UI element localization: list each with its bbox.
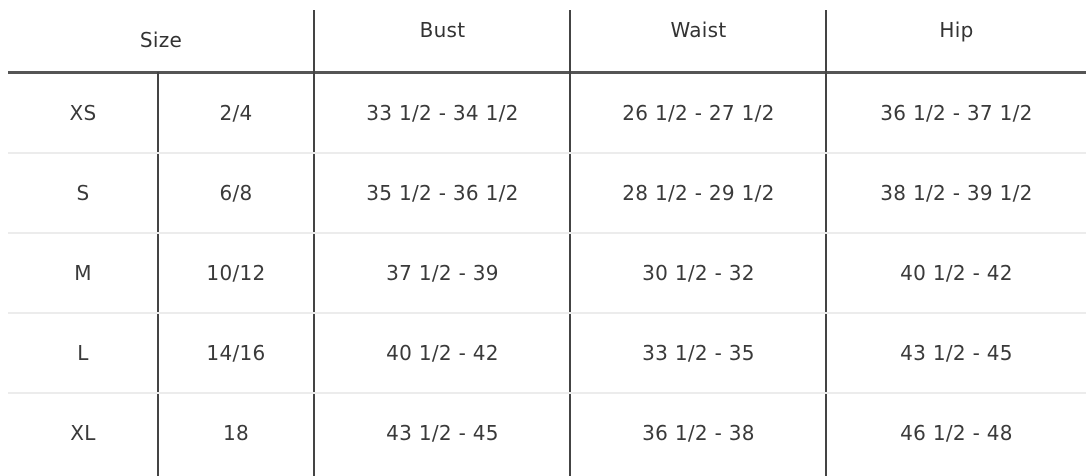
cell-number: 14/16 xyxy=(206,341,266,365)
cell-size: S xyxy=(76,181,90,205)
header-size: Size xyxy=(139,28,183,52)
cell-waist: 26 1/2 - 27 1/2 xyxy=(622,101,775,125)
header-hip: Hip xyxy=(939,18,974,42)
cell-hip: 36 1/2 - 37 1/2 xyxy=(880,101,1033,125)
cell-waist: 30 1/2 - 32 xyxy=(642,261,755,285)
cell-hip: 40 1/2 - 42 xyxy=(900,261,1013,285)
cell-number: 2/4 xyxy=(219,101,253,125)
cell-bust: 40 1/2 - 42 xyxy=(386,341,499,365)
column-divider xyxy=(313,10,315,476)
cell-bust: 35 1/2 - 36 1/2 xyxy=(366,181,519,205)
column-divider xyxy=(825,10,827,476)
column-divider xyxy=(569,10,571,476)
header-divider xyxy=(8,71,1086,74)
cell-bust: 37 1/2 - 39 xyxy=(386,261,499,285)
row-divider xyxy=(8,312,1086,314)
cell-number: 10/12 xyxy=(206,261,266,285)
cell-waist: 28 1/2 - 29 1/2 xyxy=(622,181,775,205)
header-waist: Waist xyxy=(670,18,727,42)
cell-hip: 46 1/2 - 48 xyxy=(900,421,1013,445)
cell-size: L xyxy=(77,341,89,365)
cell-size: M xyxy=(74,261,92,285)
cell-waist: 36 1/2 - 38 xyxy=(642,421,755,445)
cell-hip: 38 1/2 - 39 1/2 xyxy=(880,181,1033,205)
cell-waist: 33 1/2 - 35 xyxy=(642,341,755,365)
row-divider xyxy=(8,232,1086,234)
cell-bust: 33 1/2 - 34 1/2 xyxy=(366,101,519,125)
row-divider xyxy=(8,392,1086,394)
row-divider xyxy=(8,152,1086,154)
cell-number: 18 xyxy=(222,421,250,445)
cell-size: XL xyxy=(70,421,96,445)
cell-hip: 43 1/2 - 45 xyxy=(900,341,1013,365)
column-divider xyxy=(157,72,159,476)
cell-bust: 43 1/2 - 45 xyxy=(386,421,499,445)
cell-number: 6/8 xyxy=(219,181,253,205)
cell-size: XS xyxy=(69,101,97,125)
header-bust: Bust xyxy=(419,18,466,42)
